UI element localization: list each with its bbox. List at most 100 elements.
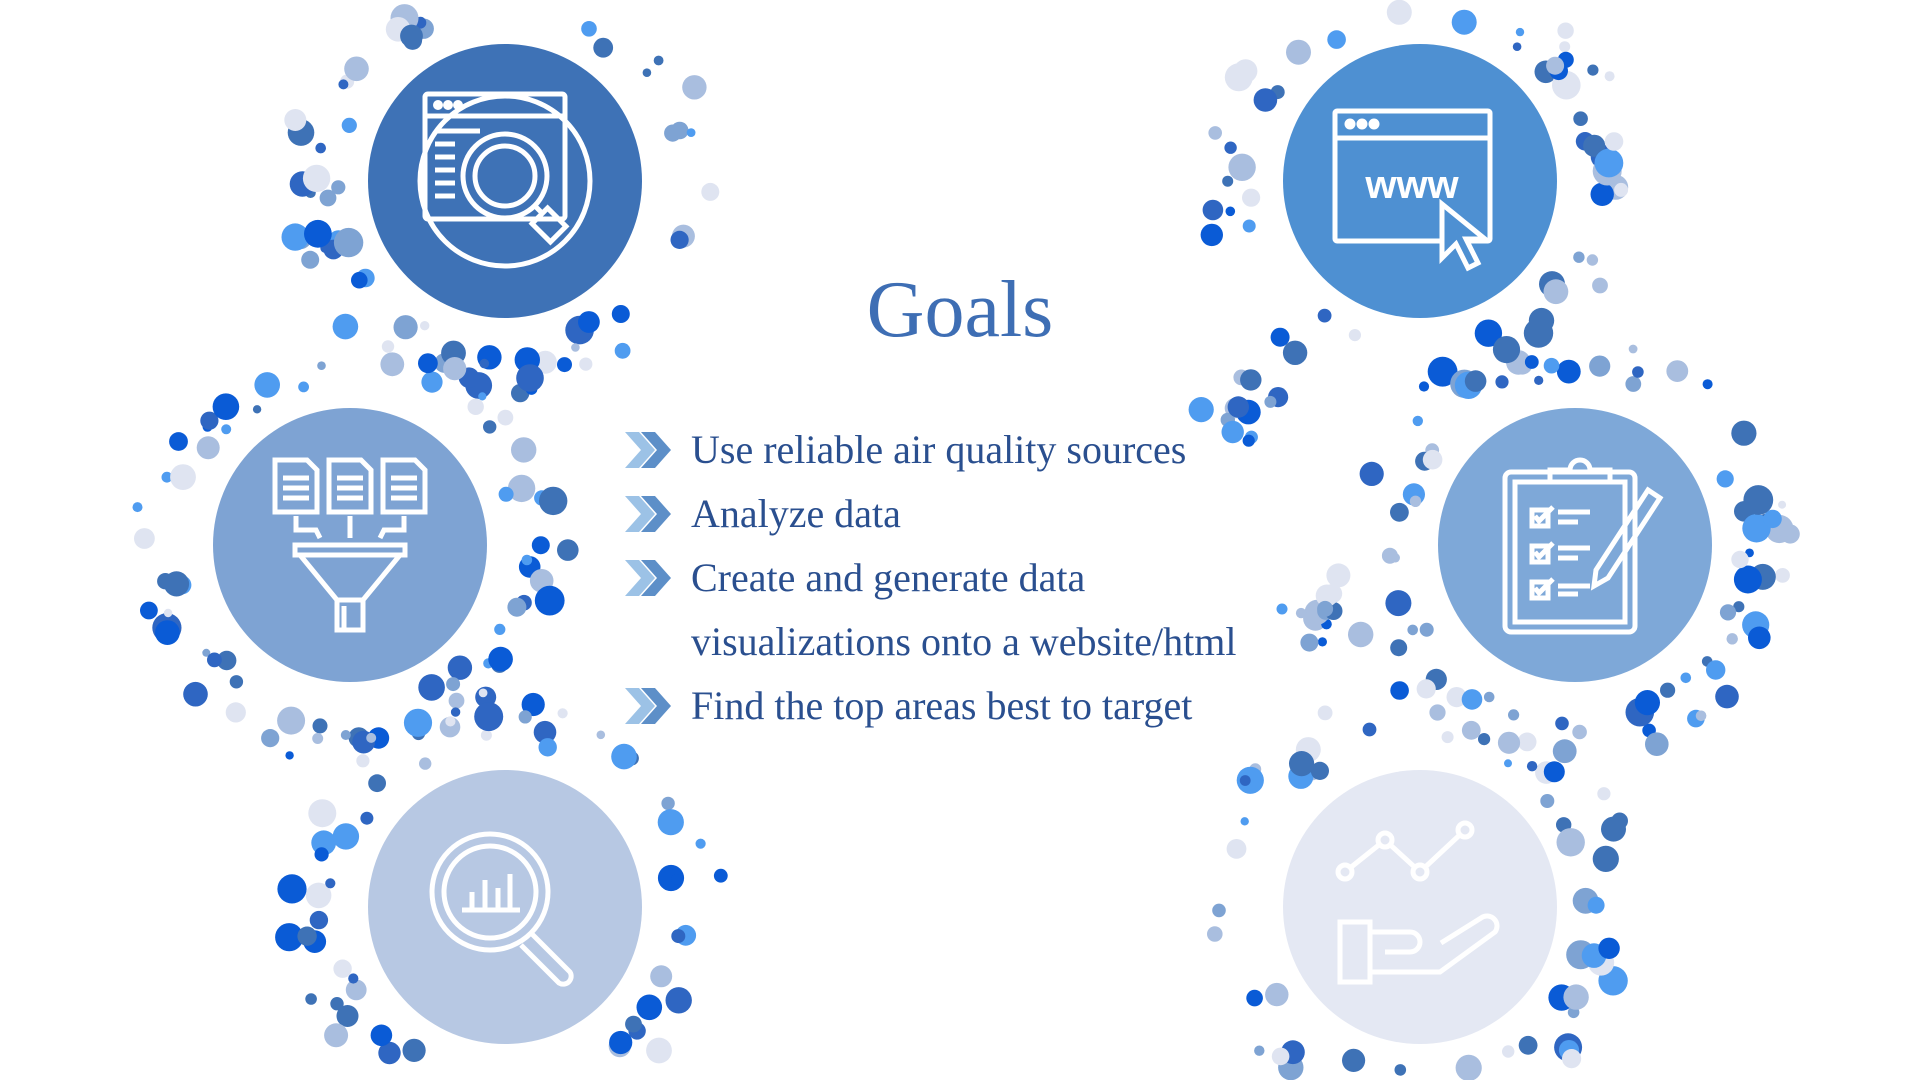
goal-text: Create and generate data <box>691 555 1086 600</box>
decorative-dot <box>1743 485 1774 515</box>
decorative-dot <box>1719 604 1737 621</box>
chevron-arrow-icon <box>625 432 671 468</box>
decorative-dot <box>1226 839 1247 859</box>
decorative-dot <box>498 486 514 502</box>
decorative-dot <box>1300 633 1319 652</box>
decorative-dot <box>1451 9 1477 35</box>
decorative-dot <box>1390 502 1409 522</box>
decorative-dot <box>1362 722 1377 737</box>
decorative-dot <box>1540 794 1555 808</box>
decorative-dot <box>1242 434 1255 447</box>
decorative-dot <box>1562 1049 1582 1069</box>
decorative-dot <box>1326 563 1351 588</box>
decorative-dot <box>1289 751 1315 777</box>
decorative-dot <box>314 847 329 862</box>
decorative-dot <box>212 393 240 421</box>
decorative-dot <box>1716 470 1734 488</box>
decorative-dot <box>1208 126 1222 140</box>
decorative-dot <box>1348 621 1374 648</box>
decorative-dot <box>671 929 686 944</box>
decorative-dot <box>419 757 432 770</box>
decorative-dot <box>1573 111 1588 126</box>
decorative-dot <box>281 223 309 251</box>
decorative-dot <box>324 1023 349 1048</box>
decorative-dot <box>254 372 280 398</box>
decorative-dot <box>578 311 600 333</box>
decorative-dot <box>229 675 244 689</box>
decorative-dot <box>1222 175 1234 187</box>
decorative-dot <box>1461 720 1481 740</box>
goal-item: Analyze data <box>625 482 1345 546</box>
decorative-dot <box>1592 277 1608 294</box>
decorative-dot <box>1464 370 1487 392</box>
www-browser-icon: www <box>1283 44 1557 318</box>
goal-text: Find the top areas best to target <box>691 683 1193 728</box>
decorative-dot <box>341 117 357 133</box>
decorative-dot <box>1625 376 1642 392</box>
decorative-dot <box>1317 637 1327 647</box>
decorative-dot <box>671 874 682 885</box>
decorative-dot <box>1526 761 1538 772</box>
decorative-dot <box>1317 705 1333 721</box>
decorative-dot <box>1632 366 1644 378</box>
decorative-dot <box>478 392 487 401</box>
decorative-dot <box>284 109 307 131</box>
decorative-dot <box>312 733 324 744</box>
decorative-dot <box>169 432 188 451</box>
decorative-dot <box>538 738 557 757</box>
decorative-dot <box>579 357 593 371</box>
decorative-dot <box>1775 568 1790 583</box>
decorative-dot <box>170 464 196 490</box>
decorative-dot <box>1295 607 1307 619</box>
goal-text: Use reliable air quality sources <box>691 427 1187 472</box>
decorative-dot <box>402 1038 426 1062</box>
decorative-dot <box>1342 1048 1366 1072</box>
decorative-dot <box>333 227 364 258</box>
document-funnel-icon <box>213 408 487 682</box>
decorative-dot <box>1394 1064 1407 1076</box>
decorative-dot <box>494 623 506 636</box>
decorative-dot <box>1563 984 1589 1010</box>
decorative-dot <box>497 409 514 426</box>
decorative-dot <box>593 37 614 58</box>
decorative-dot <box>661 796 675 811</box>
decorative-dot <box>581 21 597 37</box>
decorative-dot <box>533 350 557 374</box>
decorative-dot <box>1523 318 1554 348</box>
decorative-dot <box>1556 359 1581 384</box>
decorative-dot <box>221 424 232 435</box>
decorative-dot <box>370 1024 393 1047</box>
decorative-dot <box>1592 845 1619 873</box>
decorative-dot <box>1645 732 1669 756</box>
decorative-dot <box>163 608 173 618</box>
decorative-dot <box>1702 379 1713 390</box>
goal-item: Use reliable air quality sources <box>625 418 1345 482</box>
decorative-dot <box>474 702 504 732</box>
decorative-dot <box>609 1030 633 1055</box>
decorative-dot <box>225 702 246 723</box>
goal-item: Create and generate data visualizations … <box>625 546 1345 674</box>
decorative-dot <box>305 882 332 909</box>
decorative-dot <box>552 496 566 510</box>
growth-chart-hand-icon <box>1283 770 1557 1044</box>
decorative-dot <box>183 681 208 707</box>
decorative-dot <box>1271 1047 1290 1066</box>
decorative-dot <box>686 128 696 138</box>
decorative-dot <box>332 313 359 340</box>
decorative-dot <box>356 754 370 768</box>
decorative-dot <box>557 539 579 561</box>
decorative-dot <box>1666 360 1689 382</box>
decorative-dot <box>1385 590 1412 617</box>
decorative-dot <box>557 357 572 373</box>
decorative-dot <box>275 923 304 952</box>
decorative-dot <box>1573 251 1585 263</box>
decorative-dot <box>1359 461 1384 486</box>
decorative-dot <box>1207 926 1223 942</box>
decorative-dot <box>333 959 352 978</box>
decorative-dot <box>1680 672 1692 684</box>
decorative-dot <box>1557 22 1574 39</box>
decorative-dot <box>1455 1054 1482 1080</box>
decorative-dot <box>134 528 155 549</box>
decorative-dot <box>332 823 360 850</box>
decorative-dot <box>207 652 222 668</box>
